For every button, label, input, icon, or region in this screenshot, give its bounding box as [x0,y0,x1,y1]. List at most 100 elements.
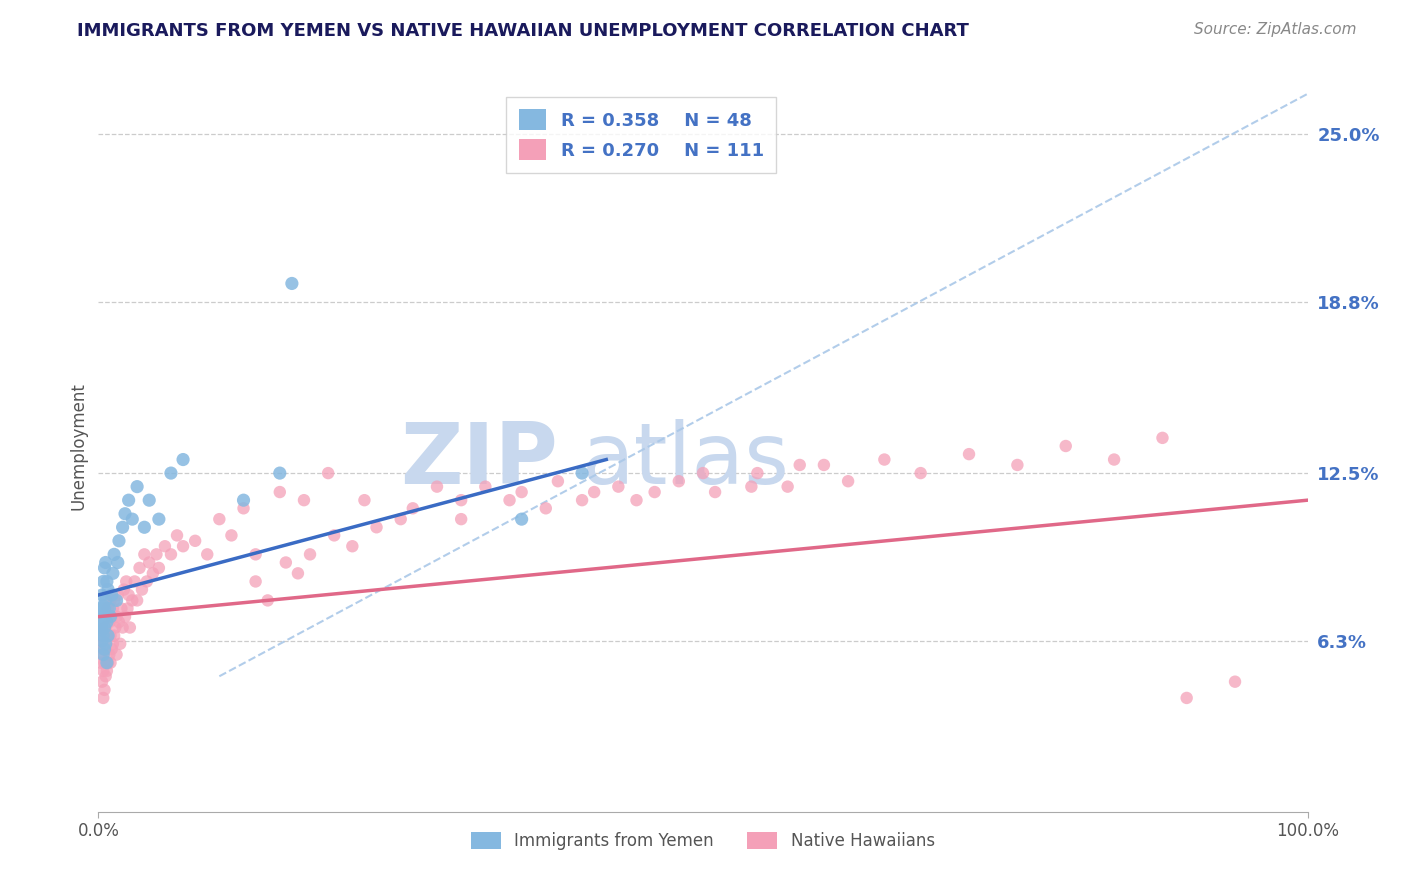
Point [160,466,183,480]
Text: atlas: atlas [582,419,790,502]
Point [91,624,114,638]
Point [94,637,117,651]
Point [873,452,896,467]
Point [107,556,129,570]
Point [342,539,364,553]
Point [287,566,309,581]
Point [366,520,388,534]
Point [534,501,557,516]
Point [91,664,114,678]
Point [91,574,114,589]
Point [776,480,799,494]
Point [91,629,114,643]
Point [91,648,114,662]
Point [91,599,114,613]
Point [692,466,714,480]
Point [94,642,117,657]
Point [245,547,267,561]
Point [96,615,118,629]
Point [583,485,606,500]
Point [93,601,115,615]
Point [740,480,762,494]
Point [103,629,125,643]
Point [668,474,690,488]
Point [105,593,128,607]
Point [90,637,112,651]
Point [172,452,194,467]
Point [1007,458,1029,472]
Point [111,620,134,634]
Legend: Immigrants from Yemen, Native Hawaiians: Immigrants from Yemen, Native Hawaiians [463,823,943,858]
Point [96,664,118,678]
Point [97,601,120,615]
Point [91,642,114,657]
Point [121,512,143,526]
Point [245,574,267,589]
Point [114,507,136,521]
Point [100,642,122,657]
Point [107,588,129,602]
Point [93,656,115,670]
Point [121,593,143,607]
Point [103,593,125,607]
Point [571,493,593,508]
Point [101,637,124,651]
Point [1223,674,1246,689]
Point [93,682,115,697]
Point [389,512,412,526]
Point [789,458,811,472]
Point [1102,452,1125,467]
Point [274,556,297,570]
Point [118,588,141,602]
Point [813,458,835,472]
Point [148,512,170,526]
Point [299,547,322,561]
Point [98,615,121,629]
Point [124,574,146,589]
Point [910,466,932,480]
Point [1152,431,1174,445]
Text: IMMIGRANTS FROM YEMEN VS NATIVE HAWAIIAN UNEMPLOYMENT CORRELATION CHART: IMMIGRANTS FROM YEMEN VS NATIVE HAWAIIAN… [77,22,969,40]
Point [269,466,291,480]
Point [510,485,533,500]
Point [644,485,666,500]
Point [101,566,124,581]
Point [90,601,112,615]
Point [91,634,114,648]
Point [148,561,170,575]
Point [111,520,134,534]
Point [90,656,112,670]
Point [100,629,122,643]
Point [110,601,132,615]
Point [97,629,120,643]
Point [127,480,149,494]
Point [100,609,122,624]
Point [292,493,315,508]
Point [94,620,117,634]
Point [91,674,114,689]
Point [98,648,121,662]
Point [97,629,120,643]
Point [93,642,115,657]
Point [100,588,122,602]
Point [166,528,188,542]
Point [91,615,114,629]
Point [100,609,122,624]
Point [90,609,112,624]
Point [94,601,117,615]
Point [128,561,150,575]
Point [426,480,449,494]
Point [138,493,160,508]
Point [747,466,769,480]
Point [450,493,472,508]
Point [131,582,153,597]
Point [256,593,278,607]
Point [94,669,117,683]
Point [172,539,194,553]
Point [105,648,128,662]
Point [316,466,339,480]
Point [221,528,243,542]
Point [108,533,131,548]
Point [607,480,630,494]
Point [118,620,141,634]
